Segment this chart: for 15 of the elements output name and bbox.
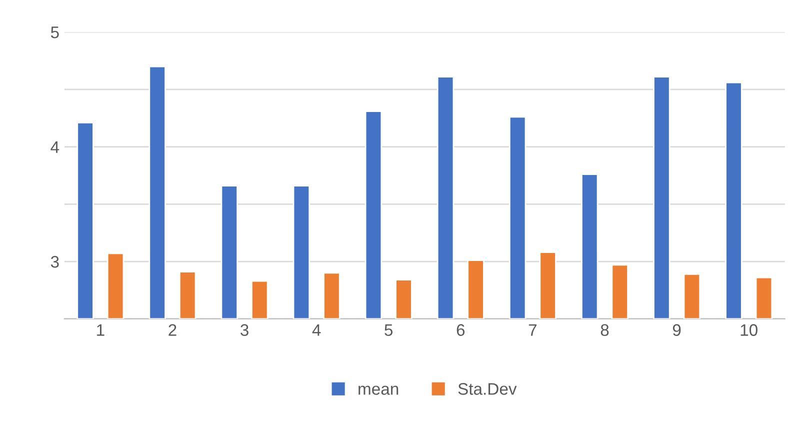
x-tick-label: 9 xyxy=(672,324,681,336)
x-tick-label: 7 xyxy=(528,324,537,336)
x-tick-label: 4 xyxy=(312,324,321,336)
x-tick-label: 6 xyxy=(456,324,465,336)
x-tick-label: 1 xyxy=(97,324,104,336)
legend-label: mean xyxy=(358,386,398,395)
legend-label: Sta.Dev xyxy=(458,383,517,395)
y-tick-label: 4 xyxy=(50,141,60,153)
x-tick-label: 5 xyxy=(384,324,393,336)
x-tick-label: 2 xyxy=(168,324,176,336)
x-tick-label: 8 xyxy=(600,324,609,336)
x-tick-label: 3 xyxy=(240,324,248,336)
y-tick-label: 5 xyxy=(50,26,59,38)
x-tick-label: 10 xyxy=(740,324,758,336)
y-tick-label: 3 xyxy=(50,256,59,268)
